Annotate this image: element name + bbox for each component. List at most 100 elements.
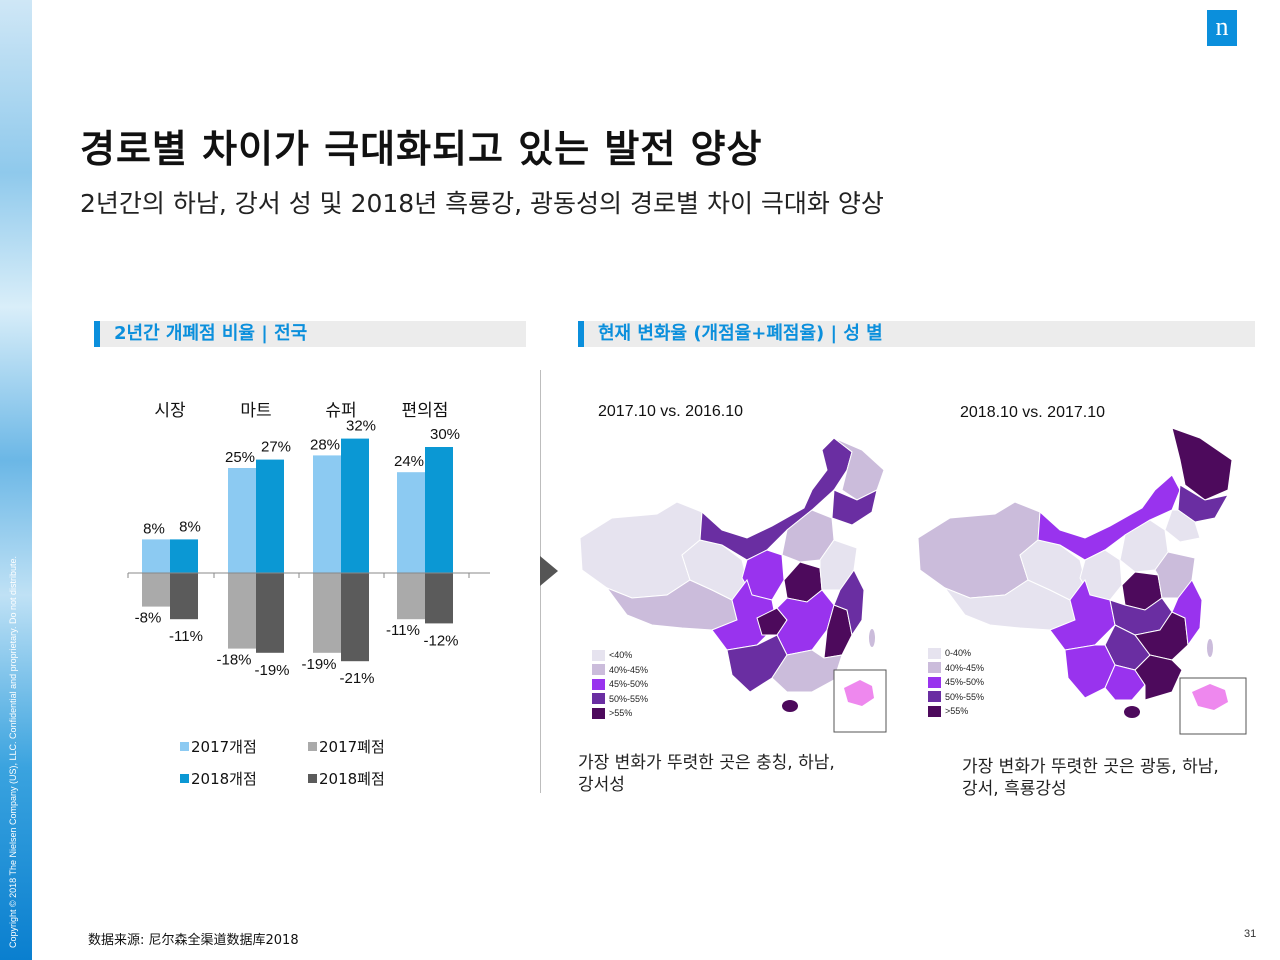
- legend-label: 0-40%: [945, 648, 972, 659]
- map2-caption: 가장 변화가 뚜렷한 곳은 광동, 하남, 강서, 흑룡강성: [962, 756, 1219, 800]
- bar-value-label: 28%: [310, 436, 340, 453]
- legend-swatch: [928, 676, 941, 688]
- map1-region: [869, 629, 875, 647]
- legend-label: 2017폐점: [319, 738, 385, 756]
- page-subtitle: 2년간의 하남, 강서 성 및 2018년 흑룡강, 광동성의 경로별 차이 극…: [80, 189, 884, 218]
- bar-2018폐점: [425, 573, 453, 624]
- map2-date: 2018.10 vs. 2017.10: [960, 404, 1106, 421]
- legend-label: >55%: [609, 708, 633, 719]
- bar-value-label: -8%: [135, 610, 162, 627]
- data-source: 数据来源: 尼尔森全渠道数据库2018: [88, 933, 299, 948]
- legend-label: 45%-50%: [945, 677, 985, 688]
- map1-inset-shape: [844, 680, 874, 706]
- legend-swatch: [592, 693, 605, 705]
- bar-2017개점: [397, 472, 425, 573]
- bar-2018폐점: [170, 573, 198, 620]
- legend-label: 2017개점: [191, 738, 257, 756]
- legend-label: 2018개점: [191, 770, 257, 788]
- legend-swatch: [592, 649, 605, 661]
- category-label: 편의점: [402, 401, 449, 421]
- map2-region: [1124, 706, 1140, 718]
- section-divider: [540, 370, 541, 620]
- map2-region: [1207, 639, 1213, 657]
- legend-swatch: [928, 691, 941, 703]
- bar-value-label: -12%: [423, 632, 458, 649]
- nielsen-logo: n: [1207, 10, 1237, 46]
- map1-date: 2017.10 vs. 2016.10: [598, 403, 744, 420]
- map1-region: [741, 549, 785, 601]
- legend-swatch: [928, 662, 941, 674]
- bar-value-label: -21%: [339, 670, 374, 687]
- bar-2018개점: [341, 438, 369, 573]
- legend-label: 50%-55%: [609, 693, 649, 704]
- bar-2017개점: [228, 468, 256, 573]
- legend-label: 40%-45%: [609, 664, 649, 675]
- legend-swatch: [592, 707, 605, 719]
- bar-2017폐점: [313, 573, 341, 653]
- bar-value-label: 32%: [346, 418, 376, 435]
- map2-region: [1171, 579, 1203, 647]
- category-label: 슈퍼: [325, 401, 356, 421]
- map1-region: [782, 700, 798, 712]
- legend-swatch: [928, 705, 941, 717]
- bar-2018폐점: [256, 573, 284, 653]
- map2-china: [917, 427, 1247, 735]
- map1-region: [833, 569, 865, 637]
- legend-label: 50%-55%: [945, 691, 985, 702]
- map2-inset-shape: [1192, 684, 1228, 710]
- bar-2018폐점: [341, 573, 369, 662]
- bar-value-label: 8%: [143, 520, 165, 537]
- page-number: 31: [1244, 928, 1257, 940]
- bar-value-label: 25%: [225, 449, 255, 466]
- bar-2018개점: [256, 459, 284, 573]
- arrow-right-icon: [540, 556, 558, 586]
- bar-value-label: 8%: [179, 518, 201, 535]
- bar-2018개점: [170, 539, 198, 573]
- map2-caption-line1: 가장 변화가 뚜렷한 곳은 광동, 하남,: [962, 757, 1219, 777]
- section-divider-lower: [540, 603, 541, 793]
- map2-legend: 0-40% 40%-45% 45%-50% 50%-55% >55%: [928, 646, 984, 719]
- legend-swatch: [308, 742, 317, 751]
- bar-value-label: -19%: [254, 662, 289, 679]
- map2-region: [1079, 549, 1123, 601]
- legend-label: <40%: [609, 650, 633, 661]
- legend-swatch: [180, 774, 189, 783]
- legend-swatch: [928, 647, 941, 659]
- bar-value-label: -11%: [169, 628, 203, 645]
- map1-caption: 가장 변화가 뚜렷한 곳은 충칭, 하남, 강서성: [578, 752, 835, 796]
- legend-label: 45%-50%: [609, 679, 649, 690]
- left-decorative-strip: [0, 0, 32, 960]
- bar-value-label: -11%: [386, 622, 420, 639]
- legend-swatch: [592, 678, 605, 690]
- map2-caption-line2: 강서, 흑룡강성: [962, 779, 1067, 799]
- map2-region: [1019, 539, 1086, 601]
- bar-2017폐점: [142, 573, 170, 607]
- copyright-text: Copyright © 2018 The Nielsen Company (US…: [8, 556, 18, 948]
- legend-label: >55%: [945, 706, 969, 717]
- page-title: 경로별 차이가 극대화되고 있는 발전 양상: [80, 127, 763, 171]
- bar-2017개점: [142, 539, 170, 573]
- bar-value-label: -18%: [216, 652, 251, 669]
- category-label: 마트: [240, 401, 271, 421]
- bar-value-label: -19%: [301, 656, 336, 673]
- left-section-heading: 2년간 개폐점 비율 | 전국: [94, 321, 526, 347]
- map2-region: [1134, 654, 1183, 701]
- map1-region: [681, 539, 748, 601]
- map1-region: [771, 649, 843, 693]
- legend-swatch: [308, 774, 317, 783]
- bar-2017개점: [313, 455, 341, 573]
- bar-value-label: 30%: [430, 426, 460, 443]
- map1-china: [579, 437, 887, 733]
- legend-label: 40%-45%: [945, 662, 985, 673]
- bar-2017폐점: [228, 573, 256, 649]
- bar-2018개점: [425, 447, 453, 573]
- map1-caption-line1: 가장 변화가 뚜렷한 곳은 충칭, 하남,: [578, 753, 835, 773]
- bar-2017폐점: [397, 573, 425, 620]
- right-section-heading: 현재 변화율 (개점율+폐점율) | 성 별: [578, 321, 1255, 347]
- map1-legend: <40% 40%-45% 45%-50% 50%-55% >55%: [592, 648, 648, 721]
- bar-value-label: 27%: [261, 439, 291, 456]
- legend-label: 2018폐점: [319, 770, 385, 788]
- category-label: 시장: [154, 401, 186, 421]
- map1-caption-line2: 강서성: [578, 775, 625, 795]
